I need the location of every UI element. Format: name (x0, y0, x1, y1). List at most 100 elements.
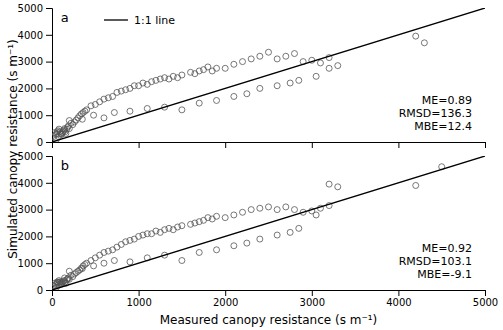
tick-mark (46, 8, 52, 9)
point (222, 65, 228, 71)
tick: 5000 (18, 3, 52, 14)
stats-text: ME=0.92RMSD=103.1MBE=-9.1 (399, 242, 472, 281)
point (326, 181, 332, 187)
tick-mark (398, 142, 399, 148)
point (79, 116, 85, 122)
tick-label: 5000 (18, 151, 43, 162)
x-axis (53, 142, 486, 148)
point (231, 243, 237, 249)
point (118, 241, 124, 247)
point (201, 217, 207, 223)
legend: 1:1 line (104, 14, 175, 27)
point (179, 107, 185, 113)
point (231, 212, 237, 218)
point (240, 209, 246, 215)
tick-mark (46, 263, 52, 264)
point (110, 247, 116, 253)
tick-mark (312, 142, 313, 148)
tick-mark (225, 142, 226, 148)
tick: 0 (37, 285, 52, 296)
tick-label: 3000 (300, 297, 325, 308)
tick: 2000 (213, 290, 238, 308)
tick-label: 2000 (18, 231, 43, 242)
point (196, 249, 202, 255)
point (287, 80, 293, 86)
point (66, 268, 72, 274)
point (274, 56, 280, 62)
point (111, 110, 117, 116)
panel: 0100020003000400050000100020003000400050… (18, 151, 499, 308)
point (79, 266, 85, 272)
point (313, 73, 319, 79)
tick-label: 3000 (18, 56, 43, 67)
tick-mark (46, 35, 52, 36)
axis-line (53, 143, 486, 149)
point (101, 260, 107, 266)
tick-mark (139, 290, 140, 296)
point (149, 231, 155, 237)
tick: 2000 (18, 231, 52, 242)
point (62, 126, 68, 132)
point (413, 182, 419, 188)
tick-mark (46, 210, 52, 211)
tick-mark (312, 290, 313, 296)
y-axis: 010002000300040005000 (18, 3, 53, 148)
tick-mark (46, 183, 52, 184)
point (214, 65, 220, 71)
tick-label: 4000 (18, 178, 43, 189)
point (196, 100, 202, 106)
point (111, 258, 117, 264)
point (222, 215, 228, 221)
point (240, 59, 246, 65)
point (75, 268, 81, 274)
tick: 3000 (18, 204, 52, 215)
point (283, 53, 289, 59)
tick (312, 142, 313, 148)
point (291, 51, 297, 57)
tick: 2000 (18, 83, 52, 94)
tick: 5000 (473, 290, 498, 308)
x-axis-title: Measured canopy resistance (s m⁻¹) (160, 313, 377, 327)
tick (52, 142, 53, 148)
point (214, 247, 220, 253)
point (91, 112, 97, 118)
point (66, 118, 72, 124)
point (101, 115, 107, 121)
tick-mark (485, 142, 486, 148)
tick-label: 4000 (18, 30, 43, 41)
point (296, 77, 302, 83)
x-axis: 010002000300040005000 (49, 290, 498, 308)
point (97, 99, 103, 105)
tick-label: 4000 (386, 297, 411, 308)
panel: 010002000300040005000aME=0.89RMSD=136.3M… (18, 3, 486, 148)
point (59, 279, 65, 285)
point (296, 225, 302, 231)
tick-mark (46, 236, 52, 237)
point (274, 83, 280, 89)
axis-line (53, 291, 486, 297)
tick-label: 1000 (18, 110, 43, 121)
tick-label: 5000 (18, 3, 43, 14)
tick-mark (225, 290, 226, 296)
point (421, 40, 427, 46)
point (92, 101, 98, 107)
point (127, 259, 133, 265)
point (170, 227, 176, 233)
tick-label: 2000 (213, 297, 238, 308)
tick (398, 142, 399, 148)
point (287, 229, 293, 235)
chart: 010002000300040005000aME=0.89RMSD=136.3M… (0, 0, 503, 330)
tick-mark (52, 290, 53, 296)
line (52, 156, 485, 290)
tick-label: 0 (37, 285, 43, 296)
tick-label: 0 (49, 297, 55, 308)
point (144, 106, 150, 112)
point (317, 60, 323, 66)
tick-label: 1000 (18, 258, 43, 269)
tick: 1000 (18, 110, 52, 121)
point (257, 53, 263, 59)
point (231, 61, 237, 67)
line (52, 8, 485, 142)
point (266, 49, 272, 55)
y-axis: 0 1000 2000 3000 4000 5000 (18, 151, 53, 296)
